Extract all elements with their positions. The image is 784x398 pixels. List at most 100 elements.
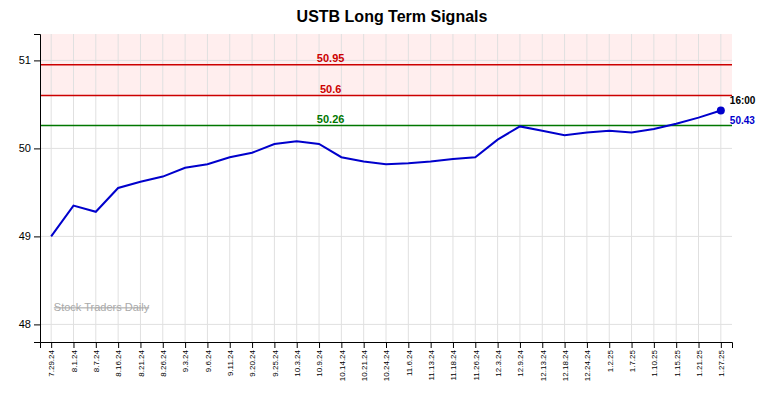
tick: 10.3.24 <box>293 342 302 377</box>
grid-line <box>497 34 498 342</box>
tick: 11.26.24 <box>472 342 481 381</box>
tick-label: 1.27.25 <box>717 349 726 376</box>
reference-label: 50.26 <box>317 113 345 125</box>
tick-mark <box>587 342 588 348</box>
y-axis: 48495051 <box>19 35 41 343</box>
tick-mark <box>520 342 521 348</box>
tick-label: 12.24.24 <box>583 349 592 381</box>
axis-line <box>41 343 733 349</box>
tick-label: 11.6.24 <box>405 349 414 376</box>
tick: 8.1.24 <box>70 342 79 372</box>
tick-label: 48 <box>19 318 31 330</box>
tick-mark <box>408 342 409 348</box>
tick-mark <box>431 342 432 348</box>
tick-mark <box>51 342 52 348</box>
tick-mark <box>207 342 208 348</box>
tick: 48 <box>19 318 40 330</box>
grid-line <box>73 34 74 342</box>
tick: 9.20.24 <box>248 342 257 377</box>
tick: 1.21.25 <box>695 342 704 377</box>
reference-line <box>40 125 732 127</box>
tick-mark <box>185 342 186 348</box>
series-line <box>51 111 721 237</box>
reference-label: 50.95 <box>317 52 345 64</box>
grid-line <box>631 34 632 342</box>
tick-label: 11.18.24 <box>449 349 458 380</box>
tick-label: 1.10.25 <box>650 349 659 376</box>
grid-line <box>519 34 520 342</box>
tick-label: 49 <box>19 230 31 242</box>
tick: 10.9.24 <box>315 342 324 377</box>
grid-line <box>609 34 610 342</box>
tick: 12.13.24 <box>539 342 548 381</box>
tick-label: 8.7.24 <box>92 349 101 372</box>
tick-mark <box>364 342 365 348</box>
tick-mark <box>654 342 655 348</box>
tick: 7.29.24 <box>47 342 56 377</box>
reference-line <box>40 64 732 66</box>
tick-mark <box>274 342 275 348</box>
tick-mark <box>230 342 231 348</box>
tick: 8.21.24 <box>137 342 146 377</box>
x-axis: 7.29.24 8.1.24 8.7.24 8.16.24 8.21.24 8.26.24… <box>41 342 733 381</box>
tick: 50 <box>19 142 40 154</box>
tick: 10.24.24 <box>382 342 391 381</box>
tick-label: 1.2.25 <box>606 349 615 372</box>
grid-line <box>386 34 387 342</box>
tick-label: 8.26.24 <box>159 349 168 376</box>
tick-mark <box>319 342 320 348</box>
tick-label: 11.13.24 <box>427 349 436 380</box>
tick-mark <box>297 342 298 348</box>
grid-line <box>319 34 320 342</box>
grid-line <box>363 34 364 342</box>
grid-line <box>698 34 699 342</box>
annotation: 16:00 <box>730 95 756 106</box>
last-value-label: 50.43 <box>730 115 755 126</box>
tick-label: 12.3.24 <box>494 349 503 376</box>
reference-label: 50.6 <box>320 83 341 95</box>
tick: 10.14.24 <box>338 342 347 381</box>
tick-label: 9.6.24 <box>204 349 213 372</box>
title: USTB Long Term Signals <box>297 8 488 25</box>
tick-label: 7.29.24 <box>47 349 56 376</box>
tick: 9.6.24 <box>204 342 213 372</box>
tick: 1.15.25 <box>672 342 681 377</box>
tick: 1.7.25 <box>628 342 637 372</box>
tick-label: 12.9.24 <box>516 349 525 376</box>
grid-line <box>51 34 52 342</box>
grid-line <box>408 34 409 342</box>
tick-mark <box>252 342 253 348</box>
tick: 12.18.24 <box>561 342 570 381</box>
reference-line <box>40 95 732 97</box>
grid-line <box>185 34 186 342</box>
grid-line <box>296 34 297 342</box>
grid-line <box>586 34 587 342</box>
grid-line <box>95 34 96 342</box>
tick-mark <box>73 342 74 348</box>
tick: 9.11.24 <box>226 342 235 376</box>
tick-label: 1.7.25 <box>628 349 637 372</box>
tick: 1.27.25 <box>717 342 726 377</box>
tick-mark <box>632 342 633 348</box>
axis-line <box>34 35 41 343</box>
tick: 8.16.24 <box>114 342 123 377</box>
last-point <box>717 107 725 115</box>
tick-label: 10.9.24 <box>315 349 324 376</box>
tick-mark <box>475 342 476 348</box>
grid <box>40 34 732 342</box>
tick-label: 9.20.24 <box>248 349 257 376</box>
grid-line <box>653 34 654 342</box>
grid-line <box>341 34 342 342</box>
grid-line <box>542 34 543 342</box>
tick-label: 1.15.25 <box>672 349 681 376</box>
tick-mark <box>341 342 342 348</box>
tick-mark <box>34 324 40 325</box>
tick-label: 11.26.24 <box>472 349 481 380</box>
tick: 11.6.24 <box>405 342 414 376</box>
tick-label: 10.3.24 <box>293 349 302 376</box>
tick: 12.9.24 <box>516 342 525 377</box>
tick: 11.18.24 <box>449 342 458 381</box>
tick-label: 8.1.24 <box>70 349 79 372</box>
marks <box>40 34 732 342</box>
tick-mark <box>498 342 499 348</box>
